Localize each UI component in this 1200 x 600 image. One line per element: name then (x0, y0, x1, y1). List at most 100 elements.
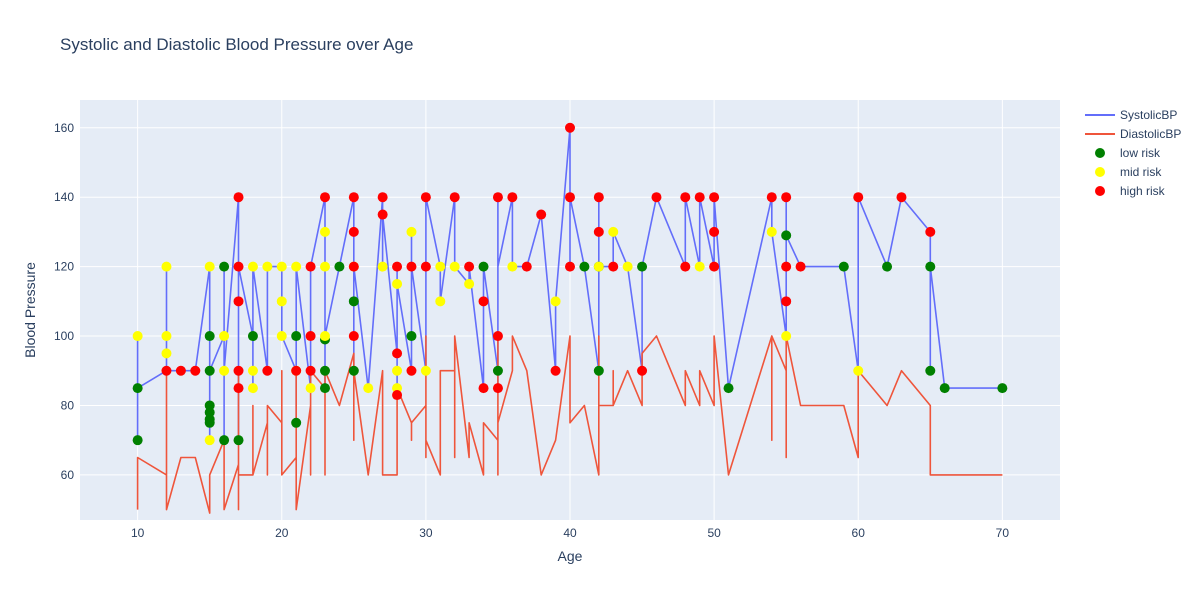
y-tick-label: 60 (61, 468, 75, 482)
mid-risk-point (464, 278, 475, 289)
low-risk-point (406, 331, 417, 342)
low-risk-point (219, 435, 230, 446)
legend-low-risk-swatch (1095, 148, 1105, 158)
x-tick-label: 30 (419, 526, 433, 540)
mid-risk-point (247, 383, 258, 394)
mid-risk-point (276, 261, 287, 272)
x-tick-label: 20 (275, 526, 289, 540)
low-risk-point (478, 261, 489, 272)
high-risk-point (550, 365, 561, 376)
high-risk-point (233, 365, 244, 376)
mid-risk-point (161, 331, 172, 342)
high-risk-point (608, 261, 619, 272)
low-risk-point (320, 383, 330, 394)
high-risk-point (406, 261, 417, 272)
mid-risk-point (320, 331, 330, 342)
high-risk-point (464, 261, 475, 272)
legend-high-risk-label: high risk (1120, 184, 1166, 198)
low-risk-point (637, 261, 648, 272)
high-risk-point (420, 261, 431, 272)
high-risk-point (233, 383, 244, 394)
mid-risk-point (161, 261, 172, 272)
mid-risk-point (694, 261, 705, 272)
high-risk-point (305, 365, 316, 376)
low-risk-point (320, 365, 330, 376)
mid-risk-point (406, 226, 417, 237)
y-tick-label: 80 (61, 398, 75, 412)
high-risk-point (305, 331, 316, 342)
high-risk-point (320, 192, 330, 203)
mid-risk-point (377, 261, 388, 272)
mid-risk-point (320, 261, 330, 272)
high-risk-point (348, 331, 359, 342)
high-risk-point (392, 390, 403, 401)
mid-risk-point (276, 296, 287, 307)
mid-risk-point (435, 261, 446, 272)
low-risk-point (997, 383, 1008, 394)
high-risk-point (348, 192, 359, 203)
x-tick-label: 60 (852, 526, 866, 540)
high-risk-point (233, 261, 244, 272)
low-risk-point (925, 261, 936, 272)
high-risk-point (709, 192, 720, 203)
high-risk-point (709, 261, 720, 272)
mid-risk-point (363, 383, 374, 394)
high-risk-point (478, 383, 489, 394)
low-risk-point (925, 365, 936, 376)
systolicbp-line (136, 127, 1003, 441)
mid-risk-point (507, 261, 518, 272)
high-risk-point (925, 226, 936, 237)
mid-risk-point (219, 331, 230, 342)
high-risk-point (521, 261, 532, 272)
high-risk-point (651, 192, 662, 203)
mid-risk-point (608, 226, 619, 237)
y-axis-title: Blood Pressure (22, 262, 38, 358)
mid-risk-point (132, 331, 143, 342)
high-risk-point (478, 296, 489, 307)
mid-risk-point (781, 331, 792, 342)
high-risk-point (392, 348, 403, 359)
high-risk-point (593, 226, 604, 237)
low-risk-point (132, 383, 143, 394)
high-risk-point (565, 261, 575, 272)
low-risk-point (291, 331, 302, 342)
low-risk-point (348, 365, 359, 376)
high-risk-point (781, 261, 792, 272)
chart-title: Systolic and Diastolic Blood Pressure ov… (60, 35, 413, 54)
low-risk-point (348, 296, 359, 307)
legend-systolicbp-label: SystolicBP (1120, 108, 1177, 122)
high-risk-point (795, 261, 806, 272)
y-tick-label: 100 (54, 329, 74, 343)
high-risk-point (565, 192, 575, 203)
mid-risk-point (161, 348, 172, 359)
high-risk-point (694, 192, 705, 203)
y-tick-label: 160 (54, 121, 74, 135)
high-risk-point (492, 331, 503, 342)
legend-mid-risk-label: mid risk (1120, 165, 1162, 179)
mid-risk-point (276, 331, 287, 342)
low-risk-point (492, 365, 503, 376)
high-risk-point (377, 209, 388, 220)
high-risk-point (161, 365, 172, 376)
mid-risk-point (622, 261, 633, 272)
high-risk-point (392, 261, 403, 272)
high-risk-point (781, 296, 792, 307)
high-risk-point (536, 209, 547, 220)
low-risk-point (593, 365, 604, 376)
high-risk-point (781, 192, 792, 203)
x-tick-label: 10 (131, 526, 145, 540)
legend[interactable]: SystolicBP DiastolicBP low risk mid risk hig… (1085, 108, 1181, 198)
low-risk-point (204, 417, 215, 428)
low-risk-point (579, 261, 590, 272)
mid-risk-point (320, 226, 330, 237)
mid-risk-point (593, 261, 604, 272)
mid-risk-point (305, 383, 316, 394)
x-tick-label: 50 (707, 526, 721, 540)
mid-risk-point (766, 226, 777, 237)
low-risk-point (781, 230, 792, 241)
high-risk-point (420, 192, 431, 203)
high-risk-point (262, 365, 273, 376)
high-risk-point (565, 122, 575, 133)
mid-risk-point (262, 261, 273, 272)
